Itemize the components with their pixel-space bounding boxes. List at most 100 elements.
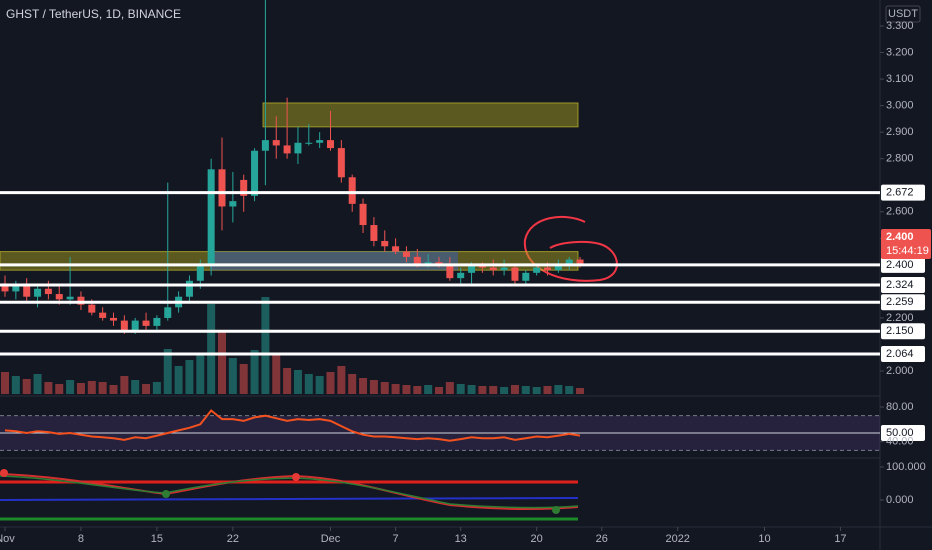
candle-body [327,140,334,149]
x-tick-label: 15 [151,533,163,545]
candle-body [392,246,400,252]
candle-body [218,169,226,207]
volume-bar [402,385,411,394]
candle-body [544,267,551,271]
volume-bar [576,388,585,394]
volume-bar [250,350,259,394]
volume-bar [337,366,346,394]
candle-body [446,264,454,279]
volume-bar [109,385,118,394]
level-tag [881,294,925,311]
zone [262,102,579,128]
volume-bar [359,378,368,394]
currency-box[interactable] [885,5,921,23]
osc-dot [162,490,170,498]
level-label: 2.259 [886,296,914,308]
candle-body [522,272,530,281]
x-tick-label: 8 [78,533,84,545]
volume-bar [521,386,530,394]
level-label: 2.150 [886,325,914,337]
level-tag [881,323,925,340]
volume-bar [467,385,476,394]
volume-bar [163,349,172,394]
x-tick-label: 7 [393,533,399,545]
level-tag [881,256,925,273]
volume-bar [33,374,42,394]
volume-bar [543,386,552,394]
candle-body [576,259,584,265]
candle-body [402,251,410,257]
candle-body [55,294,63,300]
volume-bar [76,383,85,394]
candle-body [348,177,356,204]
last-price-tag [881,229,931,259]
candle-body [23,286,31,297]
osc-dot [552,506,560,514]
candle-body [261,140,269,151]
volume-bar [532,387,541,394]
currency: USDT [888,8,918,20]
volume-bar [11,376,20,394]
y-tick-label: 2.900 [886,126,914,138]
candle-body [164,307,172,318]
y-tick-label: 3.100 [886,73,914,85]
volume-bar [218,332,226,394]
volume-bar [283,368,292,394]
candle-body [381,240,389,247]
candle-body [251,150,259,196]
osc-zero-line [0,497,579,501]
volume-bar [174,366,183,394]
volume-bar [66,380,75,394]
countdown: 15:44:19 [886,245,929,257]
candle-body [77,296,85,305]
candle-body [272,140,280,146]
candle-body [359,203,367,226]
volume-bar [22,379,31,394]
volume-bar [554,385,563,394]
volume-bar [131,380,140,394]
candle-body [370,225,378,241]
rsi-tick-label: 40.00 [886,436,914,448]
candle-body [337,148,345,178]
rsi-tick-label: 80.00 [886,401,914,413]
candle-body [316,140,324,143]
x-tick-label: 20 [531,533,543,545]
x-tick-label: 22 [227,533,239,545]
last-price-label: 2.400 [886,231,914,243]
candle-body [468,264,476,273]
level-label: 2.672 [886,187,914,199]
level-label: 2.324 [886,279,914,291]
volume-bar [326,372,335,394]
volume-bar [500,387,509,394]
level-tag [881,184,925,201]
osc-dot [292,473,300,481]
y-tick-label: 2.600 [886,206,914,218]
candle-body [533,267,541,273]
volume-bar [152,382,161,394]
volume-bar [55,384,64,394]
candle-body [88,304,96,313]
candle-body [44,288,52,295]
osc-tick-label: 0.000 [886,494,914,506]
y-tick-label: 3.200 [886,46,914,58]
candle-body [240,179,248,196]
volume-bar [272,354,281,394]
volume-bar [304,374,313,394]
candle-body [120,320,128,332]
x-tick-label: 2022 [665,533,689,545]
candle-body [66,296,74,300]
x-tick-label: 17 [834,533,846,545]
candle-body [511,267,519,281]
volume-bar [348,374,357,394]
y-tick-label: 3.000 [886,100,914,112]
volume-bar [120,376,129,394]
candle-body [554,264,562,271]
volume-bar [261,297,270,394]
volume-bar [87,381,96,394]
volume-bar [239,364,248,394]
candle-body [34,288,42,297]
candle-body [1,283,9,292]
annotation-circle [523,215,618,282]
candle-body [196,264,204,281]
